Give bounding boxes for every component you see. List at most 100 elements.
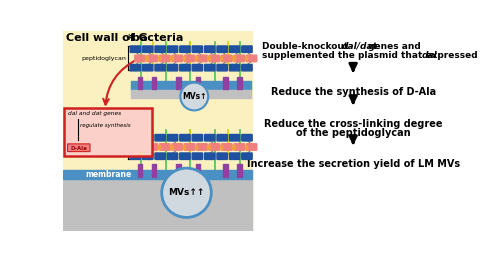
FancyBboxPatch shape [130,46,140,52]
FancyBboxPatch shape [242,46,252,52]
FancyBboxPatch shape [142,46,153,52]
FancyBboxPatch shape [168,134,177,141]
FancyBboxPatch shape [135,55,145,62]
Bar [232,56,234,60]
Bar [62,170,252,179]
FancyBboxPatch shape [192,153,202,160]
Text: MVs↑: MVs↑ [182,92,206,101]
FancyBboxPatch shape [242,153,252,160]
Bar [170,56,172,60]
FancyBboxPatch shape [217,46,228,52]
FancyBboxPatch shape [130,64,140,71]
Text: Double-knockout: Double-knockout [262,42,352,51]
Bar [182,145,185,149]
FancyBboxPatch shape [217,153,228,160]
FancyBboxPatch shape [155,46,166,52]
Text: bacteria: bacteria [128,33,184,43]
Text: Cell wall of G: Cell wall of G [66,33,148,43]
FancyBboxPatch shape [147,55,158,62]
FancyBboxPatch shape [68,144,90,152]
Bar [223,163,228,177]
FancyBboxPatch shape [130,134,140,141]
Bar [237,76,242,89]
Bar [232,145,234,149]
FancyBboxPatch shape [242,64,252,71]
Bar [208,56,210,60]
FancyBboxPatch shape [192,46,202,52]
Text: dal: dal [422,51,438,60]
FancyBboxPatch shape [197,144,207,150]
FancyBboxPatch shape [64,108,152,156]
Text: regulate synthesis: regulate synthesis [80,123,131,127]
FancyBboxPatch shape [217,134,228,141]
FancyBboxPatch shape [180,153,190,160]
Bar [196,76,200,89]
FancyBboxPatch shape [168,46,177,52]
Text: genes and: genes and [365,42,420,51]
Text: Increase the secretion yield of LM MVs: Increase the secretion yield of LM MVs [246,159,460,169]
FancyBboxPatch shape [160,144,170,150]
Circle shape [180,83,208,110]
Bar [170,145,172,149]
FancyBboxPatch shape [142,134,153,141]
Text: membrane: membrane [86,170,132,179]
Text: of the peptidoglycan: of the peptidoglycan [296,128,410,138]
Text: Reduce the cross-linking degree: Reduce the cross-linking degree [264,119,442,129]
FancyBboxPatch shape [209,144,220,150]
Bar [158,56,160,60]
Text: Reduce the synthesis of D-Ala: Reduce the synthesis of D-Ala [270,87,436,97]
FancyBboxPatch shape [168,153,177,160]
FancyBboxPatch shape [204,153,215,160]
Bar [152,163,156,177]
FancyBboxPatch shape [204,64,215,71]
FancyBboxPatch shape [180,46,190,52]
FancyBboxPatch shape [192,64,202,71]
FancyBboxPatch shape [184,55,195,62]
Bar [130,90,251,98]
FancyBboxPatch shape [172,55,182,62]
FancyBboxPatch shape [155,134,166,141]
FancyBboxPatch shape [192,134,202,141]
Bar [176,163,181,177]
Bar [244,56,247,60]
Bar [130,81,251,90]
FancyBboxPatch shape [142,153,153,160]
FancyBboxPatch shape [242,134,252,141]
FancyBboxPatch shape [204,46,215,52]
FancyBboxPatch shape [184,144,195,150]
FancyBboxPatch shape [222,55,232,62]
FancyBboxPatch shape [130,153,140,160]
FancyBboxPatch shape [180,64,190,71]
FancyBboxPatch shape [204,134,215,141]
FancyBboxPatch shape [230,64,239,71]
Bar [146,56,148,60]
FancyBboxPatch shape [142,64,153,71]
Bar [195,145,198,149]
Text: +: + [126,33,132,42]
Bar [146,145,148,149]
Circle shape [162,168,212,217]
FancyBboxPatch shape [147,144,158,150]
Bar [244,145,247,149]
Text: dal and dat genes: dal and dat genes [68,111,121,116]
FancyBboxPatch shape [209,55,220,62]
Text: dal/dat: dal/dat [342,42,378,51]
FancyBboxPatch shape [230,153,239,160]
Text: peptidoglycan: peptidoglycan [81,55,126,61]
FancyBboxPatch shape [168,64,177,71]
Bar [158,145,160,149]
Bar [237,163,242,177]
Bar [138,163,142,177]
FancyBboxPatch shape [155,153,166,160]
Bar [220,145,222,149]
Bar [208,145,210,149]
FancyBboxPatch shape [246,55,257,62]
Bar [182,56,185,60]
FancyBboxPatch shape [160,55,170,62]
Text: peptidoglycan: peptidoglycan [81,144,126,149]
FancyBboxPatch shape [234,55,244,62]
FancyBboxPatch shape [172,144,182,150]
FancyBboxPatch shape [197,55,207,62]
Text: supplemented the plasmid that expressed: supplemented the plasmid that expressed [262,51,481,60]
FancyBboxPatch shape [234,144,244,150]
